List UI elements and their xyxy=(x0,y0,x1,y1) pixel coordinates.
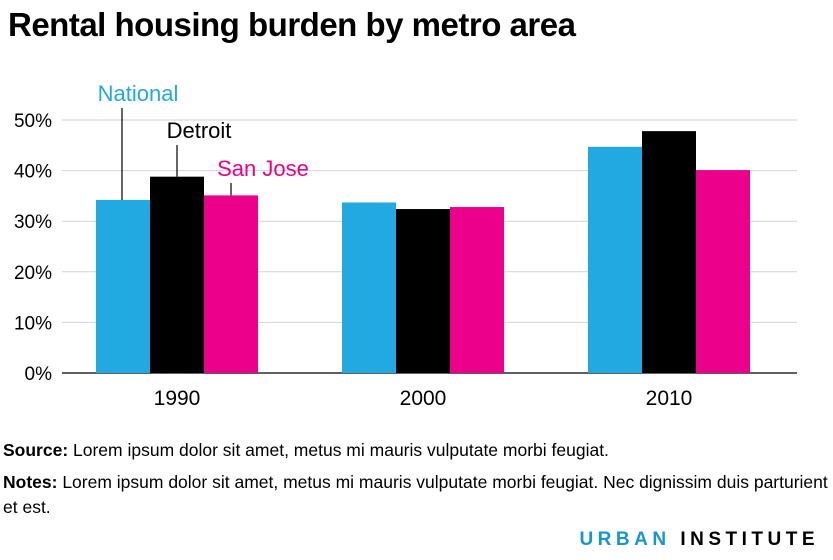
y-tick-label: 10% xyxy=(14,313,52,334)
chart-title: Rental housing burden by metro area xyxy=(8,6,576,43)
series-label-national: National xyxy=(98,81,179,106)
source-label: Source: xyxy=(3,440,69,460)
bar-detroit-1990 xyxy=(150,176,204,373)
notes-label: Notes: xyxy=(3,472,58,492)
x-category-label: 2000 xyxy=(400,387,447,410)
bar-chart: 0% 10% 20% 30% 40% 50% National Detroit San Jos… xyxy=(14,81,797,410)
y-tick-label: 50% xyxy=(14,111,52,132)
series-annotations: National Detroit San Jose xyxy=(98,81,309,200)
y-tick-label: 20% xyxy=(14,263,52,284)
bar-national-1990 xyxy=(96,199,150,373)
bar-san-jose-2010 xyxy=(696,170,750,373)
source-text: Lorem ipsum dolor sit amet, metus mi mau… xyxy=(68,440,609,460)
notes-text: Lorem ipsum dolor sit amet, metus mi mau… xyxy=(3,472,828,517)
y-tick-label: 30% xyxy=(14,212,52,233)
urban-institute-logo: URBAN INSTITUTE xyxy=(579,529,819,551)
notes-note: Notes: Lorem ipsum dolor sit amet, metus… xyxy=(3,470,829,520)
x-category-label: 1990 xyxy=(154,387,201,410)
series-label-san-jose: San Jose xyxy=(217,156,309,181)
bars xyxy=(96,131,750,373)
y-tick-label: 40% xyxy=(14,162,52,183)
y-tick-label: 0% xyxy=(25,364,53,385)
x-axis-categories: 1990 2000 2010 xyxy=(154,387,693,410)
series-label-detroit: Detroit xyxy=(167,118,232,143)
logo-part-urban: URBAN xyxy=(579,529,671,550)
bar-san-jose-2000 xyxy=(450,207,504,373)
y-axis-ticks: 0% 10% 20% 30% 40% 50% xyxy=(14,111,52,385)
bar-national-2000 xyxy=(342,202,396,373)
bar-san-jose-1990 xyxy=(204,195,258,373)
source-note: Source: Lorem ipsum dolor sit amet, metu… xyxy=(3,438,829,463)
logo-part-institute: INSTITUTE xyxy=(680,529,819,550)
x-category-label: 2010 xyxy=(646,387,693,410)
bar-detroit-2000 xyxy=(396,209,450,373)
bar-detroit-2010 xyxy=(642,131,696,373)
bar-national-2010 xyxy=(588,146,642,373)
